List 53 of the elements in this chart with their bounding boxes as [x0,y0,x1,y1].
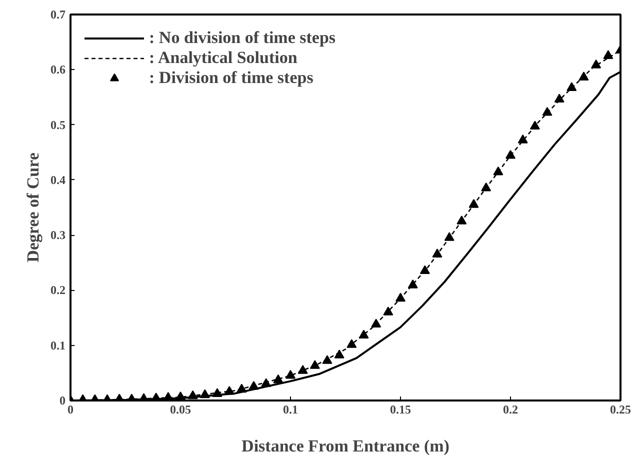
x-tick-label: 0.1 [283,402,298,416]
point [432,248,442,258]
y-tick-label: 0 [60,394,66,408]
y-tick-label: 0.2 [50,283,66,298]
point [224,386,234,395]
y-axis-title: Degree of Cure [24,152,42,262]
y-tick-label: 0.5 [50,118,66,132]
point [334,350,344,358]
point [481,182,492,192]
point [236,384,247,393]
point [346,339,357,348]
point [542,106,552,116]
point [468,199,479,208]
point [358,330,369,339]
point [188,390,198,400]
point [493,166,504,176]
point [408,280,418,288]
y-tick-label: 0.6 [50,62,66,77]
point [286,370,296,379]
point [383,306,394,316]
x-tick-label: 0.15 [390,402,411,416]
point [530,120,540,130]
point [591,60,602,68]
x-tick-label: 0.25 [610,402,631,416]
y-tick-label: 0.1 [50,338,66,352]
point [518,134,528,144]
point [603,50,614,59]
point [261,378,272,388]
point [273,374,284,384]
point [200,389,210,398]
legend-label: : No division of time steps [149,28,336,48]
x-axis-title: Distance From Entrance (m) [242,436,450,456]
point [248,381,259,390]
point [310,360,320,369]
y-tick-label: 0.7 [50,8,66,22]
point [578,72,589,80]
point [371,318,382,328]
point [396,292,406,302]
point [554,94,564,103]
legend-label: : Division of time steps [149,68,314,88]
point [456,216,467,224]
point [322,355,332,364]
x-tick-label: 0.05 [170,402,191,416]
x-tick-label: 0.2 [503,402,518,416]
point [420,265,430,274]
point [566,82,577,91]
point [212,388,222,397]
point [506,150,516,159]
legend-label: : Analytical Solution [149,48,298,68]
point [298,365,308,374]
y-tick-label: 0.4 [50,172,66,187]
point [444,232,454,241]
y-tick-label: 0.3 [50,228,66,242]
